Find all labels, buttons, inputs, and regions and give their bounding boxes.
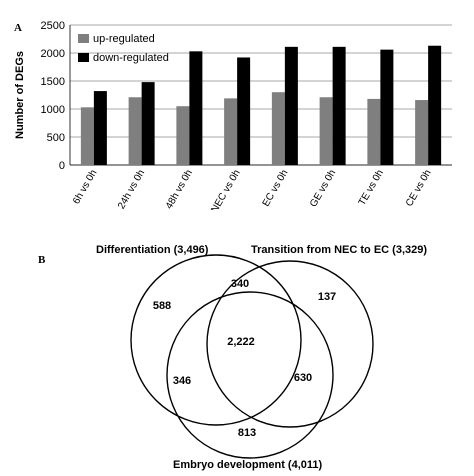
y-tick-label-5: 2500 (41, 20, 65, 32)
venn-title-transition: Transition from NEC to EC (3,329) (251, 244, 428, 256)
stage-transition: Transition from NEC to EC (238, 213, 311, 236)
venn-circle-embryo (166, 291, 334, 459)
legend-label-1: down-regulated (93, 52, 169, 64)
y-tick-label-0: 0 (59, 160, 65, 172)
bar-down-1 (141, 82, 155, 165)
venn-all-three: 2,222 (227, 336, 255, 348)
bar-down-7 (428, 45, 442, 165)
stage-embryo-development: Embryo development (339, 219, 441, 230)
venn-differentiation-and-transition: 340 (230, 278, 250, 290)
legend-swatch-0 (78, 34, 89, 43)
panel-b-label: B (38, 254, 46, 266)
venn-title-embryo: Embryo development (4,011) (173, 459, 323, 471)
bar-down-5 (332, 46, 346, 166)
venn-only-embryo: 813 (237, 427, 257, 439)
bar-up-5 (319, 97, 333, 165)
y-tick-label-2: 1000 (41, 104, 65, 116)
venn-only-transition: 137 (317, 291, 337, 303)
y-tick-label-4: 2000 (41, 48, 65, 60)
bar-down-2 (189, 51, 203, 165)
bar-up-2 (176, 106, 190, 165)
venn-circle-transition (206, 260, 374, 428)
legend-swatch-1 (78, 53, 89, 62)
bar-down-3 (237, 57, 251, 166)
bar-up-4 (271, 92, 285, 165)
stage-dedifferentiation: Dedifferentiation of cotton cells (99, 213, 192, 236)
bar-up-3 (224, 98, 238, 165)
bar-down-6 (380, 49, 394, 165)
y-tick-label-3: 1500 (41, 76, 65, 88)
venn-differentiation-and-embryo: 346 (172, 375, 192, 387)
bar-up-7 (415, 100, 429, 165)
venn-transition-and-embryo: 630 (293, 372, 313, 384)
bar-down-4 (284, 46, 298, 166)
bar-down-0 (93, 91, 107, 165)
bar-up-1 (128, 97, 142, 165)
venn-circle-differentiation (130, 254, 302, 426)
legend-label-0: up-regulated (93, 33, 155, 45)
venn-only-differentiation: 588 (152, 300, 172, 312)
bar-up-6 (367, 98, 381, 165)
y-tick-label-1: 500 (47, 132, 65, 144)
venn-title-differentiation: Differentiation (3,496) (96, 244, 209, 256)
panel-a-label: A (14, 22, 22, 34)
y-axis-label: Number of DEGs (14, 51, 26, 139)
bar-up-0 (80, 107, 94, 165)
